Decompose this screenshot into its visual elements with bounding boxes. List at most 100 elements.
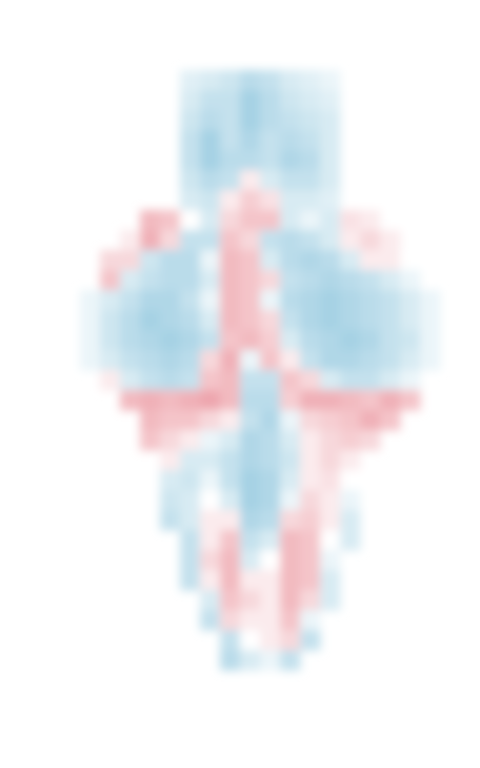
heat-cell bbox=[260, 490, 281, 511]
heat-cell bbox=[180, 210, 201, 231]
heat-cell bbox=[320, 450, 341, 471]
heat-cell bbox=[320, 470, 341, 491]
heat-cell bbox=[300, 430, 321, 451]
heat-cell bbox=[200, 330, 221, 351]
heat-cell bbox=[300, 250, 321, 271]
heat-cell bbox=[220, 490, 241, 511]
heat-cell bbox=[260, 150, 281, 171]
heat-cell bbox=[260, 290, 281, 311]
heat-cell bbox=[320, 510, 341, 531]
heat-cell bbox=[280, 590, 301, 611]
heat-cell bbox=[320, 350, 341, 371]
heat-cell bbox=[220, 190, 241, 211]
heat-cell bbox=[240, 430, 261, 451]
heat-cell bbox=[280, 350, 301, 371]
heat-cell bbox=[340, 290, 361, 311]
heat-cell bbox=[300, 390, 321, 411]
heat-cell bbox=[220, 470, 241, 491]
heat-cell bbox=[260, 590, 281, 611]
heat-cell bbox=[260, 310, 281, 331]
heat-cell bbox=[280, 570, 301, 591]
heat-cell bbox=[320, 290, 341, 311]
heat-cell bbox=[220, 210, 241, 231]
heat-cell bbox=[160, 450, 181, 471]
heat-cell bbox=[120, 390, 141, 411]
heat-cell bbox=[140, 270, 161, 291]
heat-cell bbox=[280, 390, 301, 411]
heat-cell bbox=[220, 630, 241, 651]
heat-cell bbox=[400, 270, 421, 291]
heat-cell bbox=[200, 430, 221, 451]
heat-cell bbox=[380, 310, 401, 331]
heat-cell bbox=[140, 250, 161, 271]
heat-cell bbox=[280, 110, 301, 131]
heat-cell bbox=[180, 170, 201, 191]
heat-cell bbox=[160, 250, 181, 271]
heat-cell bbox=[100, 330, 121, 351]
heat-cell bbox=[160, 270, 181, 291]
heat-cell bbox=[160, 390, 181, 411]
heat-cell bbox=[320, 310, 341, 331]
heat-cell bbox=[340, 410, 361, 431]
heat-cell bbox=[200, 250, 221, 271]
heat-cell bbox=[220, 310, 241, 331]
heat-cell bbox=[80, 310, 101, 331]
heat-cell bbox=[340, 210, 361, 231]
heat-cell bbox=[180, 350, 201, 371]
heat-cell bbox=[340, 470, 361, 491]
heat-cell bbox=[160, 330, 181, 351]
heat-cell bbox=[180, 450, 201, 471]
heat-cell bbox=[300, 590, 321, 611]
heat-cell bbox=[240, 330, 261, 351]
heat-cell bbox=[220, 590, 241, 611]
heat-cell bbox=[160, 430, 181, 451]
heat-cell bbox=[300, 230, 321, 251]
heat-cell bbox=[260, 210, 281, 231]
heat-cell bbox=[300, 610, 321, 631]
heat-cell bbox=[240, 230, 261, 251]
heat-cell bbox=[100, 310, 121, 331]
heat-cell bbox=[200, 310, 221, 331]
heat-cell bbox=[180, 130, 201, 151]
heat-cell bbox=[260, 370, 281, 391]
heat-cell bbox=[260, 550, 281, 571]
heat-cell bbox=[120, 330, 141, 351]
heat-cell bbox=[280, 210, 301, 231]
heat-cell bbox=[360, 290, 381, 311]
heat-cell bbox=[100, 370, 121, 391]
heat-cell bbox=[280, 310, 301, 331]
heat-cell bbox=[300, 490, 321, 511]
heat-cell bbox=[400, 290, 421, 311]
heat-cell bbox=[100, 290, 121, 311]
heat-cell bbox=[300, 70, 321, 91]
heat-cell bbox=[320, 250, 341, 271]
heat-cell bbox=[400, 330, 421, 351]
heat-cell bbox=[300, 170, 321, 191]
heat-cell bbox=[280, 610, 301, 631]
heat-cell bbox=[200, 610, 221, 631]
heat-cell bbox=[320, 90, 341, 111]
heat-cell bbox=[220, 110, 241, 131]
heat-cell bbox=[180, 570, 201, 591]
heat-cell bbox=[260, 410, 281, 431]
heat-cell bbox=[180, 270, 201, 291]
heat-cell bbox=[220, 370, 241, 391]
heat-cell bbox=[180, 430, 201, 451]
heat-cell bbox=[260, 230, 281, 251]
heat-cell bbox=[280, 410, 301, 431]
heat-cell bbox=[320, 330, 341, 351]
heat-cell bbox=[300, 290, 321, 311]
heat-cell bbox=[300, 470, 321, 491]
heat-cell bbox=[160, 310, 181, 331]
heat-cell bbox=[220, 350, 241, 371]
heat-cell bbox=[280, 170, 301, 191]
heat-cell bbox=[180, 250, 201, 271]
heat-cell bbox=[180, 90, 201, 111]
heat-cell bbox=[380, 410, 401, 431]
heat-cell bbox=[340, 450, 361, 471]
heat-cell bbox=[200, 370, 221, 391]
heat-cell bbox=[280, 430, 301, 451]
heat-cell bbox=[360, 370, 381, 391]
heat-cell bbox=[220, 550, 241, 571]
heat-cell bbox=[320, 70, 341, 91]
